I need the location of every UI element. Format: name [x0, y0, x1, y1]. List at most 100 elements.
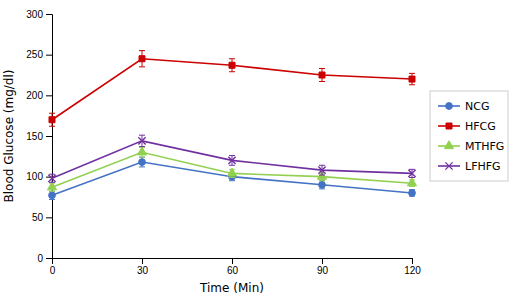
marker	[407, 178, 416, 186]
legend-symbol	[446, 103, 453, 110]
x-tick-mark	[412, 258, 413, 264]
marker	[228, 157, 235, 164]
y-axis-line	[46, 15, 53, 259]
error-bar-cap	[409, 73, 415, 74]
error-bar	[319, 181, 325, 189]
point	[407, 178, 416, 186]
y-tick-mark	[46, 95, 52, 96]
error-bar-cap	[229, 177, 235, 178]
error-bar-cap	[319, 180, 325, 181]
line	[52, 152, 412, 187]
error-bar-cap	[319, 81, 325, 82]
marker	[409, 76, 415, 82]
series	[48, 135, 415, 182]
y-tick-mark	[46, 258, 52, 259]
legend-label: HFCG	[465, 120, 496, 133]
error-bar-cap	[229, 155, 235, 156]
x-tick: 30	[137, 258, 149, 276]
x-tick: 0	[50, 258, 56, 276]
error-bar-cap	[139, 157, 145, 158]
y-tick-mark	[46, 217, 52, 218]
point	[138, 137, 145, 144]
error-bar-cap	[319, 175, 325, 176]
y-tick-mark	[46, 55, 52, 56]
marker	[229, 62, 235, 68]
x-tick-label: 120	[404, 265, 421, 276]
marker	[47, 182, 56, 190]
y-tick-label: 250	[26, 49, 43, 60]
error-bar-cap	[409, 169, 415, 170]
point	[139, 159, 146, 166]
point	[319, 72, 325, 78]
y-tick: 0	[37, 253, 52, 264]
marker	[139, 56, 145, 62]
legend-symbol	[446, 123, 452, 129]
y-tick-label: 0	[37, 253, 43, 264]
y-axis-title: Blood Glucose (mg/dl)	[2, 70, 16, 203]
legend-item: NCG	[438, 100, 489, 113]
legend: NCG HFCG MTHFG LFHFG	[430, 91, 508, 181]
marker	[227, 168, 236, 176]
error-bar	[139, 157, 145, 167]
marker	[49, 117, 55, 123]
y-tick-label: 200	[26, 90, 43, 101]
x-tick-mark	[142, 258, 143, 264]
x-tick-mark	[322, 258, 323, 264]
marker	[319, 72, 325, 78]
error-bar	[319, 165, 325, 175]
error-bar-cap	[229, 58, 235, 59]
y-tick-mark	[46, 136, 52, 137]
legend-frame	[430, 91, 508, 181]
x-axis: 0306090120	[50, 258, 422, 276]
error-bar-cap	[49, 113, 55, 114]
error-bar-cap	[319, 165, 325, 166]
point	[228, 157, 235, 164]
error-bar-cap	[229, 71, 235, 72]
marker	[138, 137, 145, 144]
error-bar-cap	[49, 174, 55, 175]
error-bar	[409, 73, 415, 84]
point	[49, 192, 56, 199]
point	[229, 62, 235, 68]
y-tick: 150	[26, 131, 52, 142]
error-bar-cap	[319, 180, 325, 181]
y-tick-mark	[46, 14, 52, 15]
error-bar	[139, 51, 145, 67]
point	[137, 147, 146, 155]
point	[48, 175, 55, 182]
legend-item: LFHFG	[438, 160, 501, 173]
error-bar-cap	[409, 84, 415, 85]
point	[318, 167, 325, 174]
error-bar	[409, 190, 415, 197]
y-tick: 100	[26, 171, 52, 182]
point	[409, 76, 415, 82]
error-bar-cap	[139, 66, 145, 67]
point	[409, 190, 416, 197]
error-bar-cap	[49, 191, 55, 192]
x-tick: 60	[227, 258, 239, 276]
series	[49, 51, 415, 127]
line	[52, 141, 412, 178]
error-bar-cap	[139, 135, 145, 136]
error-bar	[229, 156, 235, 166]
x-tick: 120	[404, 258, 421, 276]
error-bar-cap	[229, 165, 235, 166]
error-bar	[229, 59, 235, 72]
error-bar-cap	[49, 182, 55, 183]
error-bar-cap	[409, 177, 415, 178]
error-bar-cap	[319, 68, 325, 69]
plot: 0306090120050100150200250300	[26, 9, 421, 276]
y-tick: 200	[26, 90, 52, 101]
x-axis-title: Time (Min)	[199, 281, 264, 295]
x-axis-line	[53, 259, 413, 265]
legend-marker	[446, 123, 452, 129]
x-tick-label: 0	[50, 265, 56, 276]
error-bar	[409, 169, 415, 177]
marker	[48, 175, 55, 182]
error-bar-cap	[139, 157, 145, 158]
legend-label: MTHFG	[465, 140, 504, 153]
legend-item: MTHFG	[438, 140, 504, 153]
x-tick-mark	[232, 258, 233, 264]
error-bar-cap	[49, 191, 55, 192]
point	[408, 170, 415, 177]
